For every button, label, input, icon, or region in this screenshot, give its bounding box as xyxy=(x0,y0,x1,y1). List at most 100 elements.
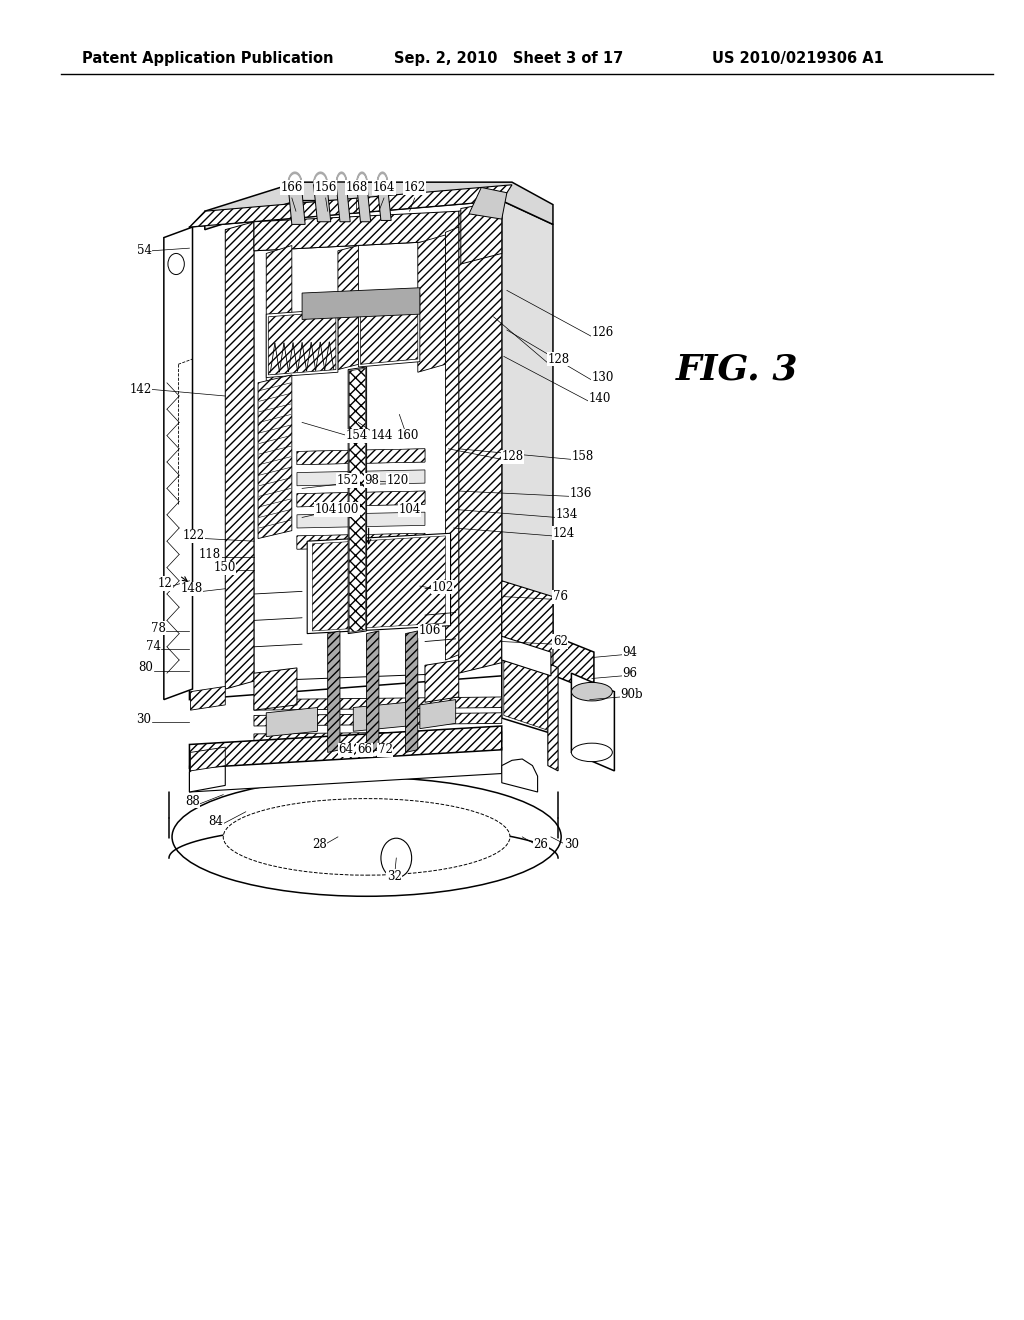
Polygon shape xyxy=(548,634,594,692)
Polygon shape xyxy=(548,663,558,771)
Text: 152: 152 xyxy=(337,474,359,487)
Text: 104: 104 xyxy=(398,503,421,516)
Text: 74: 74 xyxy=(145,640,161,653)
Polygon shape xyxy=(312,536,445,631)
Polygon shape xyxy=(225,222,254,689)
Text: 62: 62 xyxy=(553,635,568,648)
Polygon shape xyxy=(189,747,502,792)
Polygon shape xyxy=(360,296,418,364)
Text: 140: 140 xyxy=(589,392,611,405)
Text: 154: 154 xyxy=(345,429,368,442)
Polygon shape xyxy=(258,375,292,539)
Text: 90b: 90b xyxy=(621,688,643,701)
Polygon shape xyxy=(190,686,225,710)
Polygon shape xyxy=(502,647,553,734)
Polygon shape xyxy=(418,235,445,372)
Polygon shape xyxy=(297,533,425,549)
Polygon shape xyxy=(254,697,502,710)
Text: 26: 26 xyxy=(534,838,548,851)
Polygon shape xyxy=(338,246,358,370)
Text: 104: 104 xyxy=(314,503,337,516)
Text: 106: 106 xyxy=(419,624,441,638)
Polygon shape xyxy=(266,309,338,378)
Text: US 2010/0219306 A1: US 2010/0219306 A1 xyxy=(712,50,884,66)
Polygon shape xyxy=(205,182,553,230)
Polygon shape xyxy=(164,227,193,700)
Polygon shape xyxy=(445,227,459,660)
Text: 150: 150 xyxy=(213,561,236,574)
Polygon shape xyxy=(348,367,367,634)
Polygon shape xyxy=(420,700,456,729)
Ellipse shape xyxy=(571,743,612,762)
Polygon shape xyxy=(189,759,225,792)
Polygon shape xyxy=(353,702,408,731)
Text: 76: 76 xyxy=(553,590,568,603)
Text: 102: 102 xyxy=(431,581,454,594)
Text: 128: 128 xyxy=(502,450,524,463)
Text: 164: 164 xyxy=(373,181,395,194)
Polygon shape xyxy=(266,246,292,383)
Text: 124: 124 xyxy=(553,527,575,540)
Text: 12: 12 xyxy=(158,577,172,590)
Polygon shape xyxy=(504,649,551,731)
Polygon shape xyxy=(328,631,340,752)
Text: 160: 160 xyxy=(396,429,419,442)
Polygon shape xyxy=(502,636,551,676)
Text: 122: 122 xyxy=(182,529,205,543)
Polygon shape xyxy=(254,713,502,726)
Circle shape xyxy=(381,838,412,878)
Ellipse shape xyxy=(223,799,510,875)
Text: 130: 130 xyxy=(592,371,614,384)
Text: 64: 64 xyxy=(339,743,353,756)
Text: 120: 120 xyxy=(386,474,409,487)
Polygon shape xyxy=(302,288,420,319)
Ellipse shape xyxy=(172,777,561,896)
Text: 162: 162 xyxy=(403,181,426,194)
Polygon shape xyxy=(313,182,331,222)
Polygon shape xyxy=(349,368,366,632)
Text: Patent Application Publication: Patent Application Publication xyxy=(82,50,334,66)
Polygon shape xyxy=(254,240,459,681)
Text: 88: 88 xyxy=(185,795,200,808)
Polygon shape xyxy=(502,581,553,665)
Polygon shape xyxy=(189,185,512,227)
Polygon shape xyxy=(254,731,502,744)
Polygon shape xyxy=(469,187,507,219)
Polygon shape xyxy=(297,533,425,549)
Text: 158: 158 xyxy=(571,450,594,463)
Text: 54: 54 xyxy=(136,244,152,257)
Polygon shape xyxy=(377,182,391,220)
Polygon shape xyxy=(189,201,502,700)
Text: 134: 134 xyxy=(556,508,579,521)
Text: 126: 126 xyxy=(592,326,614,339)
Text: 80: 80 xyxy=(138,661,154,675)
Polygon shape xyxy=(297,449,425,465)
Text: 144: 144 xyxy=(371,429,393,442)
Polygon shape xyxy=(254,211,459,251)
Polygon shape xyxy=(189,726,502,768)
Text: Sep. 2, 2010   Sheet 3 of 17: Sep. 2, 2010 Sheet 3 of 17 xyxy=(394,50,624,66)
Polygon shape xyxy=(288,182,305,224)
Polygon shape xyxy=(268,312,336,375)
Polygon shape xyxy=(336,182,350,222)
Text: 148: 148 xyxy=(180,582,203,595)
Text: 84: 84 xyxy=(208,814,223,828)
Text: 128: 128 xyxy=(548,352,570,366)
Polygon shape xyxy=(297,491,425,507)
Polygon shape xyxy=(425,660,459,702)
Text: 72: 72 xyxy=(378,743,392,756)
Polygon shape xyxy=(297,512,425,528)
Polygon shape xyxy=(266,708,317,737)
Polygon shape xyxy=(502,759,538,792)
Text: 32: 32 xyxy=(387,870,401,883)
Polygon shape xyxy=(297,449,425,465)
Text: 30: 30 xyxy=(564,838,579,851)
Polygon shape xyxy=(254,668,297,710)
Text: 118: 118 xyxy=(199,548,221,561)
Text: 168: 168 xyxy=(345,181,368,194)
Polygon shape xyxy=(358,293,420,367)
Circle shape xyxy=(168,253,184,275)
Polygon shape xyxy=(297,491,425,507)
Text: 96: 96 xyxy=(623,667,638,680)
Text: 136: 136 xyxy=(569,487,592,500)
